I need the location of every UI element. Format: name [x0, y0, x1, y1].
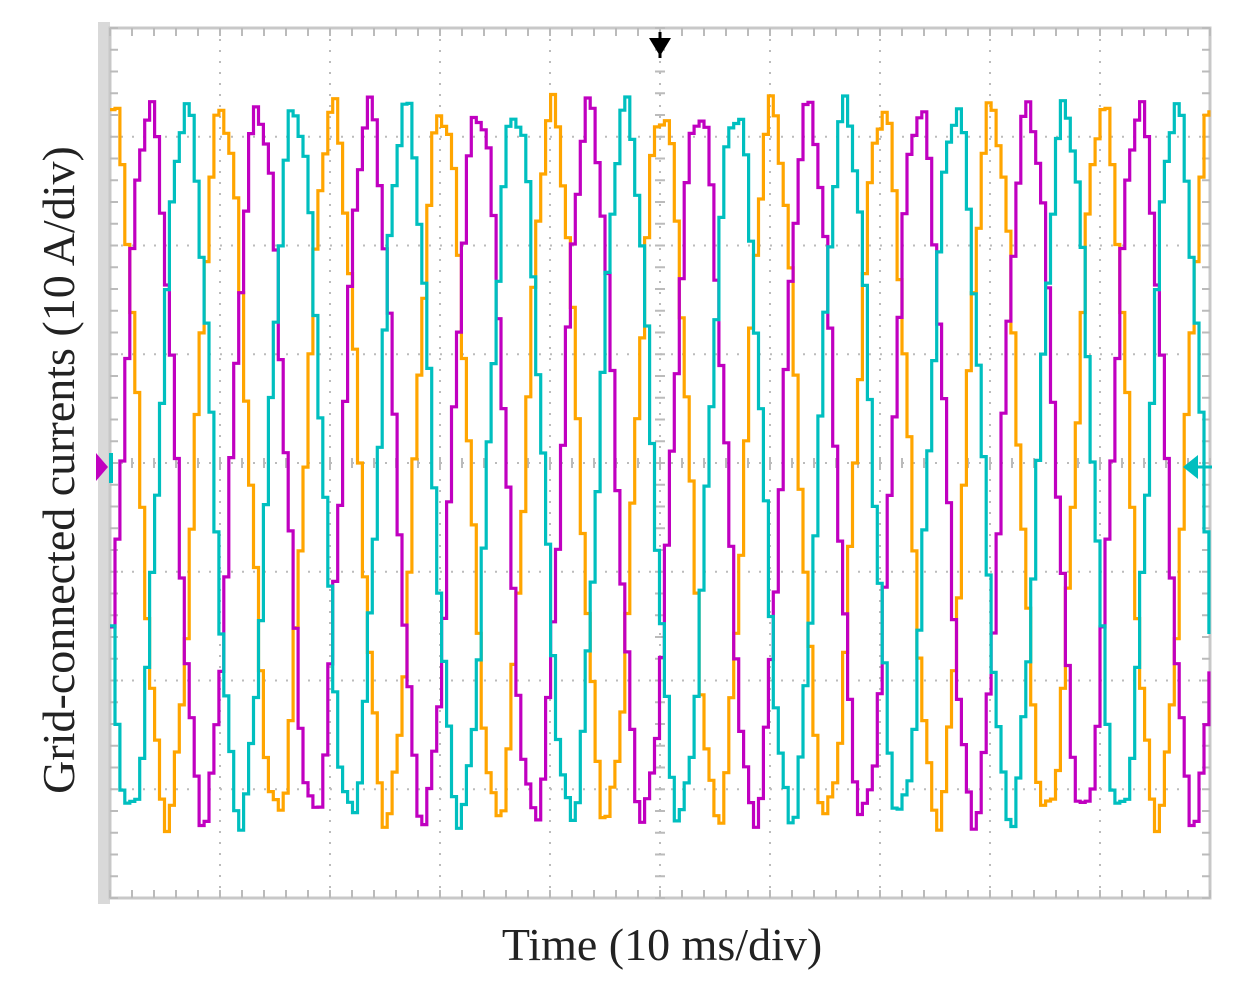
series-trace-3 — [110, 94, 1211, 832]
channel-arrow-marker-icon — [1183, 455, 1198, 479]
plot-grid — [109, 27, 1211, 899]
channel-markers — [96, 32, 1212, 483]
x-axis-label: Time (10 ms/div) — [502, 919, 822, 970]
traces — [110, 92, 1211, 834]
y-axis-label: Grid-connected currents (10 A/div) — [33, 146, 84, 794]
channel-ground-marker-icon — [96, 453, 108, 481]
series-trace-2 — [110, 95, 1211, 831]
